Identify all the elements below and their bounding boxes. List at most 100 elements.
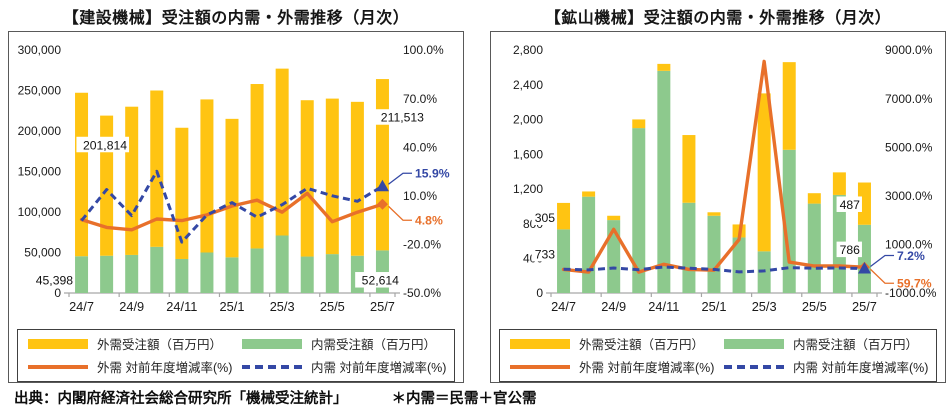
bar-value-label: 45,398 xyxy=(36,274,73,288)
construction-chart-box: 0 50,000 100,000 150,000 200,000 250,000 300,0… xyxy=(8,31,464,383)
gaiju-bar-segment xyxy=(707,212,721,216)
left-axis-tick-label: 300,000 xyxy=(18,43,62,57)
gaiju-bar-swatch-icon xyxy=(510,338,570,349)
naiju-bar-segment xyxy=(225,257,239,293)
x-axis-tick-label: 25/3 xyxy=(270,299,295,314)
bar-label-background xyxy=(836,196,862,212)
naiju-bar-segment xyxy=(682,202,696,293)
gaiju-bar-segment xyxy=(757,93,771,252)
gaiju-bar-segment xyxy=(200,99,214,253)
legend-item-naiju-rate: 内需 対前年度増減率(%) xyxy=(724,357,930,376)
naiju-rate-dash-swatch-icon xyxy=(242,364,303,369)
left-axis-tick-label: 2,000 xyxy=(513,113,543,127)
naiju-bar-segment xyxy=(607,220,621,293)
mining-chart-panel: 【鉱山機械】受注額の内需・外需推移（月次） 04008001,2001,6002… xyxy=(490,6,946,383)
naiju-bar-segment xyxy=(200,252,214,293)
gaiju-bar-segment xyxy=(125,106,139,255)
left-axis-tick-label: 250,000 xyxy=(18,84,62,98)
naiju-bar-segment xyxy=(300,256,314,293)
naiju-bar-segment xyxy=(175,258,189,293)
x-axis-tick-label: 24/9 xyxy=(601,299,626,314)
right-axis-tick-label: 10.0% xyxy=(403,189,437,203)
definition-note: ＊内需＝民需＋官公需 xyxy=(391,391,537,407)
bar-value-label: 487 xyxy=(840,198,861,212)
callout-leader-line xyxy=(388,172,412,185)
right-axis-tick-label: 70.0% xyxy=(403,92,437,106)
right-axis-tick-label: -50.0% xyxy=(403,286,441,300)
naiju-rate-line xyxy=(563,265,865,274)
naiju-bar-segment xyxy=(125,254,139,293)
bar-value-label: 211,513 xyxy=(381,111,424,125)
legend-label: 外需受注額（百万円） xyxy=(97,338,223,352)
naiju-rate-triangle-marker xyxy=(857,262,871,274)
naiju-bar-segment xyxy=(782,149,796,293)
callout-leader-line xyxy=(870,254,894,268)
gaiju-rate-line-swatch-icon xyxy=(28,364,88,369)
gaiju-bar-segment xyxy=(100,115,114,256)
gaiju-rate-line-swatch-icon xyxy=(510,364,570,369)
x-axis-tick-label: 24/7 xyxy=(69,299,94,314)
rate-callout-label: 15.9% xyxy=(415,167,450,181)
right-axis-tick-label: -1000.0% xyxy=(885,286,937,300)
naiju-bar-segment xyxy=(100,255,114,293)
callout-leader-line xyxy=(870,268,894,284)
legend-label: 内需受注額（百万円） xyxy=(793,338,919,352)
x-axis-tick-label: 24/9 xyxy=(119,299,144,314)
x-axis-tick-label: 25/5 xyxy=(802,299,827,314)
bar-label-background xyxy=(531,245,558,262)
left-axis-tick-label: 1,200 xyxy=(513,182,543,196)
x-axis-tick-label: 25/1 xyxy=(702,299,727,314)
x-axis-tick-label: 24/7 xyxy=(551,299,576,314)
x-axis-tick-label: 24/11 xyxy=(648,299,679,314)
right-axis-tick-label: 100.0% xyxy=(403,43,444,57)
gaiju-bar-segment xyxy=(657,63,671,71)
legend-label: 内需 対前年度増減率(%) xyxy=(793,361,929,375)
gaiju-bar-segment xyxy=(300,100,314,257)
legend-item-gaiju-bar: 外需受注額（百万円） xyxy=(28,334,238,353)
naiju-rate-triangle-marker xyxy=(375,179,389,192)
left-axis-tick-label: 50,000 xyxy=(24,246,61,260)
x-axis-tick-label: 25/7 xyxy=(370,299,395,314)
bar-value-label: 733 xyxy=(535,247,556,261)
gaiju-bar-segment xyxy=(857,182,871,225)
source-note: 出典：内閣府経済社会総合研究所「機械受注統計」 xyxy=(14,391,348,407)
gaiju-bar-segment xyxy=(582,191,596,197)
legend-item-gaiju-rate: 外需 対前年度増減率(%) xyxy=(510,357,720,376)
construction-chart-plot: 0 50,000 100,000 150,000 200,000 250,000 300,0… xyxy=(18,43,450,314)
bar-label-background xyxy=(373,109,426,125)
gaiju-bar-segment xyxy=(375,79,389,251)
right-axis-tick-label: 5000.0% xyxy=(885,140,933,154)
gaiju-bar-segment xyxy=(832,172,846,195)
x-axis-tick-label: 25/3 xyxy=(752,299,777,314)
gaiju-bar-segment xyxy=(250,84,264,249)
gaiju-bar-segment xyxy=(225,118,239,258)
right-axis-tick-label: 3000.0% xyxy=(885,189,933,203)
naiju-bar-segment xyxy=(557,229,571,293)
left-axis-tick-label: 0 xyxy=(536,286,543,300)
left-axis-tick-label: 100,000 xyxy=(18,205,62,219)
rate-callout-label: 4.8% xyxy=(415,214,443,228)
x-axis-tick-label: 25/1 xyxy=(220,299,245,314)
gaiju-rate-line xyxy=(79,191,385,232)
gaiju-bar-segment xyxy=(807,193,821,204)
left-axis-tick-label: 200,000 xyxy=(18,124,62,138)
footer: 出典：内閣府経済社会総合研究所「機械受注統計」 ＊内需＝民需＋官公需 xyxy=(0,383,952,408)
left-axis-tick-label: 1,600 xyxy=(513,147,543,161)
naiju-bar-swatch-icon xyxy=(242,338,303,349)
bar-value-label: 786 xyxy=(840,243,861,257)
naiju-bar-segment xyxy=(807,203,821,293)
legend-item-naiju-bar: 内需受注額（百万円） xyxy=(242,334,448,353)
mining-chart-box: 04008001,2001,6002,0002,4002,800-1000.0%… xyxy=(490,31,946,383)
naiju-bar-segment xyxy=(732,237,746,293)
mining-legend-box: 外需受注額（百万円） 内需受注額（百万円） 外需 対前年度増減率(%) xyxy=(499,329,937,382)
legend-label: 外需 対前年度増減率(%) xyxy=(579,361,715,375)
mining-chart-title: 【鉱山機械】受注額の内需・外需推移（月次） xyxy=(544,10,892,27)
legend-label: 内需 対前年度増減率(%) xyxy=(311,361,447,375)
naiju-bar-swatch-icon xyxy=(724,338,785,349)
x-axis-tick-label: 25/5 xyxy=(320,299,345,314)
gaiju-bar-segment xyxy=(350,101,364,256)
naiju-bar-segment xyxy=(75,256,89,293)
naiju-bar-segment xyxy=(150,246,164,293)
bar-label-background xyxy=(836,241,862,258)
